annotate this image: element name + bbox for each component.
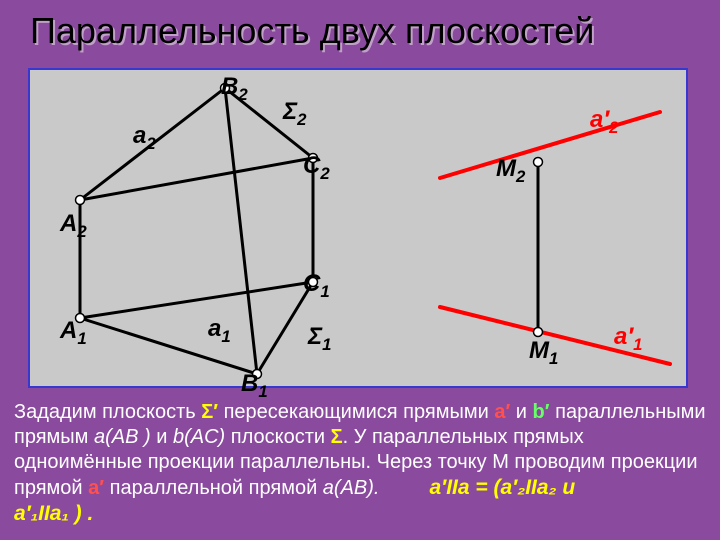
body-text: Зададим плоскость Σ′ пересекающимися пря… xyxy=(14,400,706,528)
label-B2: B2 xyxy=(221,73,248,105)
label-A2: A2 xyxy=(60,210,87,242)
label-B1: B1 xyxy=(241,370,268,402)
slide: Параллельность двух плоскостей A2 B2 C2 A1 B… xyxy=(0,0,720,540)
label-a1: a1 xyxy=(208,315,231,347)
label-S1: Σ1 xyxy=(308,323,332,355)
label-A1: A1 xyxy=(60,317,87,349)
geometry-svg xyxy=(30,70,686,386)
label-ap1: a′1 xyxy=(614,323,642,355)
label-ap2: a′2 xyxy=(590,106,618,138)
label-C1: C1 xyxy=(303,270,330,302)
diagram-box: A2B2C2A1B1C1a2a1Σ2Σ1M2M1a′2a′1 xyxy=(28,68,688,388)
label-S2: Σ2 xyxy=(283,98,307,130)
slide-title: Параллельность двух плоскостей xyxy=(30,10,690,52)
label-M1: M1 xyxy=(529,337,558,369)
label-a2: a2 xyxy=(133,122,156,154)
label-C2: C2 xyxy=(303,152,330,184)
label-M2: M2 xyxy=(496,155,525,187)
